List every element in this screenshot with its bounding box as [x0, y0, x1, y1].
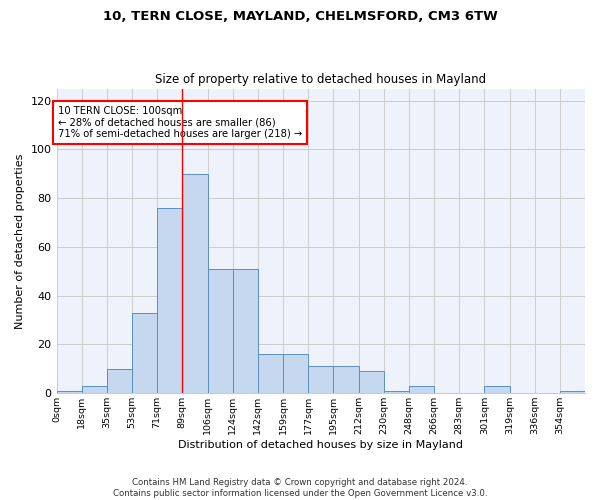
X-axis label: Distribution of detached houses by size in Mayland: Distribution of detached houses by size … [178, 440, 463, 450]
Text: Contains HM Land Registry data © Crown copyright and database right 2024.
Contai: Contains HM Land Registry data © Crown c… [113, 478, 487, 498]
Bar [560, 390, 585, 393]
Bar [233, 269, 258, 393]
Bar [258, 354, 283, 393]
Bar [484, 386, 509, 393]
Bar [383, 390, 409, 393]
Bar [182, 174, 208, 393]
Text: 10, TERN CLOSE, MAYLAND, CHELMSFORD, CM3 6TW: 10, TERN CLOSE, MAYLAND, CHELMSFORD, CM3… [103, 10, 497, 23]
Y-axis label: Number of detached properties: Number of detached properties [15, 153, 25, 328]
Bar [208, 269, 233, 393]
Bar [283, 354, 308, 393]
Bar [409, 386, 434, 393]
Text: 10 TERN CLOSE: 100sqm
← 28% of detached houses are smaller (86)
71% of semi-deta: 10 TERN CLOSE: 100sqm ← 28% of detached … [58, 106, 302, 139]
Bar [157, 208, 182, 393]
Title: Size of property relative to detached houses in Mayland: Size of property relative to detached ho… [155, 73, 487, 86]
Bar [132, 312, 157, 393]
Bar [308, 366, 334, 393]
Bar [82, 386, 107, 393]
Bar [56, 390, 82, 393]
Bar [359, 371, 383, 393]
Bar [107, 369, 132, 393]
Bar [334, 366, 359, 393]
